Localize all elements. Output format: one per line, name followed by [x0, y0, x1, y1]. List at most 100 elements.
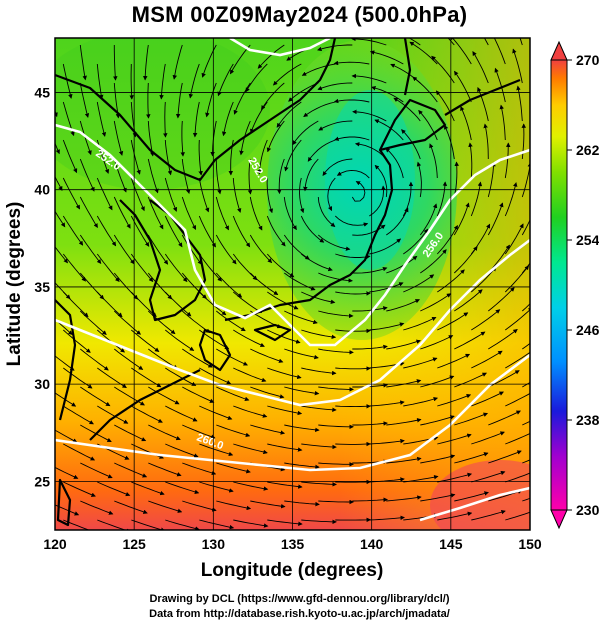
colorbar-tick-label: 230	[576, 502, 599, 518]
contour-line-252-west	[55, 123, 530, 347]
streamline-arrow	[386, 255, 418, 274]
streamline-arrow	[300, 215, 325, 243]
streamline-arrow	[429, 143, 438, 179]
colorbar-top-arrow	[550, 40, 568, 61]
streamline-arrow	[327, 177, 336, 212]
streamline-arrow	[454, 372, 487, 388]
streamline-arrow	[63, 367, 93, 389]
streamline-arrow	[454, 491, 489, 502]
coastlines	[55, 38, 521, 527]
streamline-arrow	[97, 405, 129, 424]
streamline-arrow	[199, 481, 234, 493]
streamline-arrow	[369, 238, 402, 255]
streamline-arrow	[148, 462, 182, 477]
streamline-arrow	[301, 519, 337, 525]
streamline-arrow	[522, 420, 530, 426]
streamline-arrow	[488, 287, 515, 312]
streamline-arrow	[539, 183, 551, 216]
streamline-arrow	[336, 169, 370, 179]
streamline-arrow	[62, 215, 84, 246]
streamline-arrow	[521, 218, 530, 236]
streamline-arrow	[504, 265, 529, 293]
streamline-arrow	[454, 289, 483, 312]
streamline-arrow	[130, 253, 154, 283]
streamline-arrow	[96, 177, 113, 211]
streamline-arrow	[55, 429, 78, 443]
streamline-arrow	[437, 353, 471, 369]
streamline-arrow	[317, 44, 353, 52]
y-tick-labels: 25 30 35 40 45	[34, 84, 50, 489]
streamline-arrow	[199, 443, 234, 457]
streamline-arrow	[535, 67, 539, 102]
streamline-arrow	[257, 44, 285, 69]
streamline-arrow	[143, 44, 149, 81]
streamline-arrow	[130, 177, 145, 212]
streamline-arrow	[165, 367, 197, 386]
streamline-arrow	[369, 438, 405, 445]
streamline-arrow	[114, 386, 145, 406]
streamline-arrow	[266, 177, 274, 214]
streamline-arrow	[420, 293, 452, 312]
streamline-arrow	[487, 161, 496, 198]
contour-line-256	[55, 238, 530, 407]
streamline-arrow	[333, 60, 370, 66]
streamline-arrow	[96, 253, 120, 282]
streamline-arrow	[284, 386, 320, 396]
streamline-arrow	[522, 303, 530, 312]
colorbar-tick-label: 238	[576, 412, 599, 428]
streamline-arrow	[301, 443, 337, 450]
streamline-arrow	[335, 291, 371, 296]
streamline-arrow	[113, 45, 118, 81]
streamline-arrow	[385, 147, 404, 179]
streamline-arrow	[199, 519, 235, 530]
streamline-arrow	[403, 396, 439, 407]
streamline-arrow	[351, 181, 366, 202]
streamline-arrow	[55, 504, 80, 516]
streamline-arrow	[80, 500, 114, 515]
streamline-arrow	[217, 63, 234, 97]
streamline-arrow	[318, 386, 354, 392]
colorbar-bottom-arrow	[550, 509, 568, 530]
colorbar	[550, 40, 568, 530]
streamline-arrow	[164, 253, 188, 283]
streamline-arrow	[470, 181, 483, 217]
streamline-arrow	[420, 249, 447, 274]
streamline-arrow	[199, 367, 232, 385]
streamline-arrow	[436, 181, 448, 217]
streamline-arrow	[181, 234, 203, 265]
streamline-arrow	[471, 350, 503, 369]
streamline-arrow	[301, 329, 337, 340]
streamline-arrow	[163, 101, 168, 138]
streamline-arrow	[232, 215, 251, 248]
streamline-arrow	[79, 44, 87, 81]
streamline-arrow	[165, 481, 200, 495]
streamline-arrow	[79, 310, 107, 335]
streamline-arrow	[352, 421, 388, 426]
streamline-arrow	[233, 519, 269, 528]
streamline-arrow	[301, 367, 337, 376]
streamline-arrow	[205, 82, 217, 118]
credits: Drawing by DCL (https://www.gfd-dennou.o…	[0, 592, 599, 622]
streamline-arrow	[164, 139, 173, 176]
streamline-arrow	[369, 400, 405, 407]
streamline-arrow	[437, 269, 465, 293]
streamline-arrow	[454, 452, 489, 464]
streamline-arrow	[113, 234, 135, 265]
streamline-arrow	[318, 272, 353, 283]
streamline-arrow	[198, 253, 223, 282]
streamline-arrow	[192, 101, 200, 138]
streamline-arrow	[487, 202, 504, 236]
colorbar-tick-label: 262	[576, 142, 599, 158]
y-tick-label: 35	[34, 279, 50, 295]
streamline-arrow	[277, 158, 285, 195]
coast-ryukyu	[89, 369, 201, 441]
streamline-arrow	[147, 158, 159, 194]
streamline-arrow	[505, 472, 530, 483]
streamline-arrow	[267, 405, 303, 416]
streamline-arrow	[516, 85, 523, 122]
x-tick-label: 135	[281, 536, 305, 552]
streamline-arrow	[403, 228, 429, 255]
streamline-arrow	[216, 424, 251, 438]
streamline-arrow	[437, 511, 473, 521]
credit-drawing: Drawing by DCL (https://www.gfd-dennou.o…	[149, 593, 450, 605]
